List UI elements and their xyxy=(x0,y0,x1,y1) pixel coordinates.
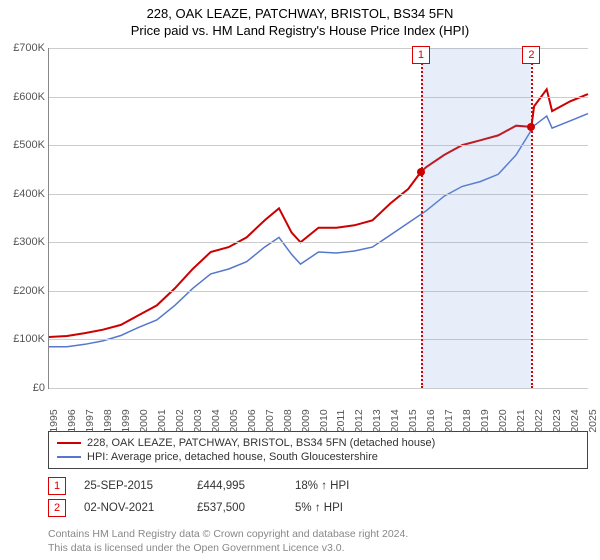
x-axis-labels: 1995199619971998199920002001200220032004… xyxy=(48,391,588,427)
x-label: 2009 xyxy=(300,409,312,432)
marker-line xyxy=(421,48,423,388)
x-label: 2016 xyxy=(425,409,437,432)
price-chart: £0£100K£200K£300K£400K£500K£600K£700K12 xyxy=(48,48,588,389)
marker-label: 2 xyxy=(522,46,540,64)
event-marker: 1 xyxy=(48,477,66,495)
event-date: 25-SEP-2015 xyxy=(84,480,179,492)
event-price: £537,500 xyxy=(197,502,277,514)
shaded-region xyxy=(421,48,531,388)
x-label: 2011 xyxy=(335,410,347,433)
page-title-1: 228, OAK LEAZE, PATCHWAY, BRISTOL, BS34 … xyxy=(0,6,600,21)
event-marker: 2 xyxy=(48,499,66,517)
credits: Contains HM Land Registry data © Crown c… xyxy=(48,527,588,555)
x-label: 2014 xyxy=(389,409,401,432)
legend-label: HPI: Average price, detached house, Sout… xyxy=(87,451,378,463)
x-label: 2017 xyxy=(443,409,455,432)
event-date: 02-NOV-2021 xyxy=(84,502,179,514)
y-label: £0 xyxy=(1,382,45,394)
x-label: 2018 xyxy=(461,409,473,432)
x-label: 1995 xyxy=(48,409,60,432)
x-label: 2006 xyxy=(246,409,258,432)
event-pct: 5% ↑ HPI xyxy=(295,502,395,514)
y-label: £300K xyxy=(1,236,45,248)
page-title-2: Price paid vs. HM Land Registry's House … xyxy=(0,23,600,38)
marker-dot xyxy=(527,123,535,131)
x-label: 1999 xyxy=(120,409,132,432)
x-label: 2010 xyxy=(318,409,330,432)
x-label: 2002 xyxy=(174,409,186,432)
x-label: 2023 xyxy=(551,409,563,432)
x-label: 2025 xyxy=(587,409,599,432)
x-label: 2015 xyxy=(407,409,419,432)
x-label: 2005 xyxy=(228,409,240,432)
marker-label: 1 xyxy=(412,46,430,64)
x-label: 2024 xyxy=(569,409,581,432)
gridline xyxy=(49,388,588,389)
legend-item: 228, OAK LEAZE, PATCHWAY, BRISTOL, BS34 … xyxy=(57,436,579,450)
legend-swatch xyxy=(57,456,81,458)
x-label: 1996 xyxy=(66,409,78,432)
y-label: £400K xyxy=(1,188,45,200)
x-label: 2022 xyxy=(533,409,545,432)
event-row: 1 25-SEP-2015 £444,995 18% ↑ HPI xyxy=(48,475,588,497)
x-label: 2013 xyxy=(371,409,383,432)
credits-line: Contains HM Land Registry data © Crown c… xyxy=(48,527,588,541)
x-label: 1997 xyxy=(84,409,96,432)
y-label: £500K xyxy=(1,139,45,151)
x-label: 2003 xyxy=(192,409,204,432)
x-label: 1998 xyxy=(102,409,114,432)
y-label: £700K xyxy=(1,42,45,54)
event-pct: 18% ↑ HPI xyxy=(295,480,395,492)
event-row: 2 02-NOV-2021 £537,500 5% ↑ HPI xyxy=(48,497,588,519)
x-label: 2020 xyxy=(497,409,509,432)
x-label: 2019 xyxy=(479,409,491,432)
y-label: £100K xyxy=(1,333,45,345)
x-label: 2021 xyxy=(515,409,527,432)
sale-events: 1 25-SEP-2015 £444,995 18% ↑ HPI 2 02-NO… xyxy=(48,475,588,519)
x-label: 2001 xyxy=(156,409,168,432)
legend-item: HPI: Average price, detached house, Sout… xyxy=(57,450,579,464)
marker-dot xyxy=(417,168,425,176)
y-label: £200K xyxy=(1,285,45,297)
x-label: 2000 xyxy=(138,409,150,432)
x-label: 2007 xyxy=(264,409,276,432)
x-label: 2004 xyxy=(210,409,222,432)
credits-line: This data is licensed under the Open Gov… xyxy=(48,541,588,555)
event-price: £444,995 xyxy=(197,480,277,492)
marker-line xyxy=(531,48,533,388)
x-label: 2008 xyxy=(282,409,294,432)
chart-legend: 228, OAK LEAZE, PATCHWAY, BRISTOL, BS34 … xyxy=(48,431,588,469)
x-label: 2012 xyxy=(353,409,365,432)
legend-label: 228, OAK LEAZE, PATCHWAY, BRISTOL, BS34 … xyxy=(87,437,435,449)
legend-swatch xyxy=(57,442,81,444)
y-label: £600K xyxy=(1,91,45,103)
